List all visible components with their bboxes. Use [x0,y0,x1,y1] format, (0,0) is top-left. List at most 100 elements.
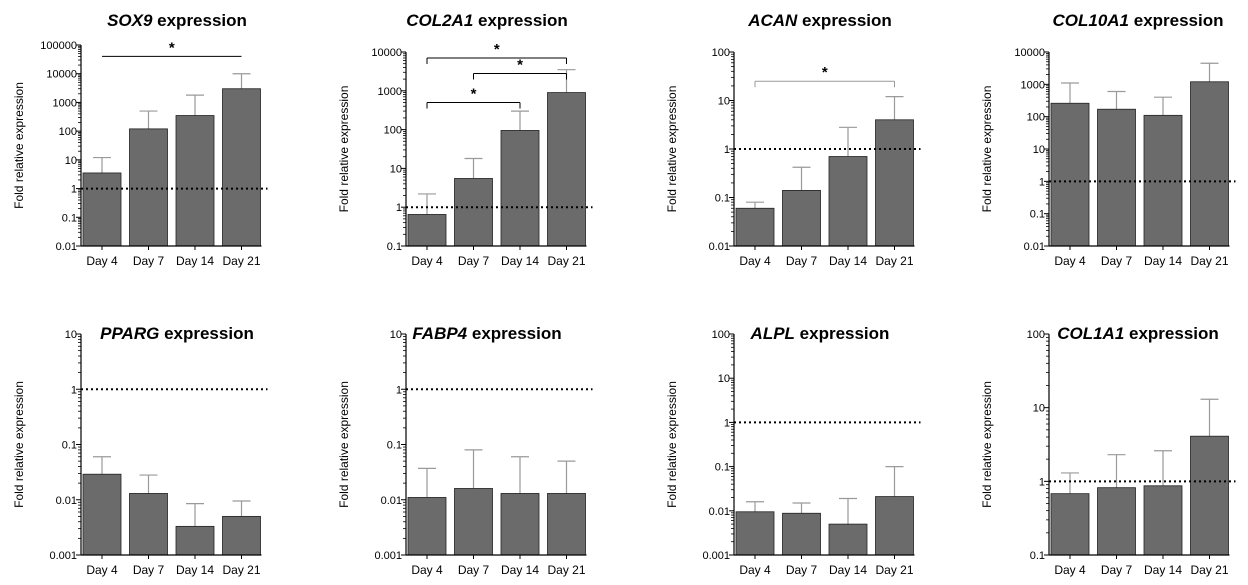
chart-title: ALPL expression [750,324,890,343]
bar-day-4 [407,497,447,556]
x-tick-label: Day 7 [786,254,818,268]
x-tick-label: Day 21 [875,254,913,268]
bar-day-14 [828,523,868,556]
x-tick-label: Day 14 [829,563,867,577]
y-tick-label: 0.1 [62,212,77,224]
bar-day-4 [82,172,122,247]
y-axis-label: Fold relative expression [337,381,351,508]
bar-day-21 [222,515,261,556]
y-tick-label: 1 [396,384,402,396]
chart-title-suffix: expression [795,324,890,343]
y-tick-label: 0.01 [1024,241,1045,253]
chart-title-suffix: expression [797,11,892,30]
bar-day-4 [1050,102,1090,247]
panel-col2a1: COL2A1 expression Fold relative expressio… [337,11,593,268]
x-tick-label: Day 7 [458,254,490,268]
x-tick-label: Day 21 [875,563,913,577]
bar-day-21 [875,496,914,556]
chart-title-suffix: expression [467,324,562,343]
bar-day-4 [735,207,775,247]
chart-title-gene: COL1A1 [1057,324,1124,343]
y-axis-label: Fold relative expression [980,381,994,508]
chart-title-suffix: expression [1129,11,1224,30]
bar-day-7 [454,178,493,247]
y-tick-label: 100 [712,47,730,59]
bar-day-4 [1050,493,1090,556]
y-tick-label: 10 [1033,144,1045,156]
x-tick-label: Day 14 [501,254,539,268]
y-tick-label: 100 [384,125,402,137]
chart-title-gene: COL2A1 [406,11,473,30]
panel-acan: ACAN expression Fold relative expression 0… [665,11,921,268]
y-tick-label: 1000 [1021,79,1045,91]
y-axis-label: Fold relative expression [12,82,26,209]
bar-day-21 [875,119,914,247]
y-tick-label: 100000 [40,40,77,52]
bar-day-21 [1190,81,1229,247]
y-tick-label: 100 [1027,112,1045,124]
panel-sox9: SOX9 expression Fold relative expression 0… [12,11,268,268]
y-tick-label: 0.01 [709,241,730,253]
chart-title-suffix: expression [473,11,568,30]
bar-day-7 [129,493,168,556]
y-tick-label: 100 [712,329,730,341]
y-tick-label: 10 [390,329,402,341]
y-axis-label: Fold relative expression [12,381,26,508]
chart-title-gene: ALPL [750,324,795,343]
chart-title: FABP4 expression [412,324,561,343]
x-tick-label: Day 7 [786,563,818,577]
x-tick-label: Day 14 [501,563,539,577]
x-tick-label: Day 14 [176,563,214,577]
x-tick-label: Day 4 [86,563,118,577]
y-axis-label: Fold relative expression [665,381,679,508]
y-tick-label: 1000 [53,97,77,109]
x-tick-label: Day 7 [133,254,165,268]
x-tick-label: Day 7 [458,563,490,577]
bar-day-7 [782,512,821,556]
y-tick-label: 10 [718,373,730,385]
y-tick-label: 10 [390,163,402,175]
panel-col10a1: COL10A1 expression Fold relative expressi… [980,11,1236,268]
y-tick-label: 1 [1039,476,1045,488]
significance-star: * [494,41,500,58]
y-axis-label: Fold relative expression [337,86,351,213]
bar-day-7 [454,488,493,556]
y-tick-label: 0.001 [49,550,77,562]
y-tick-label: 1000 [378,86,402,98]
y-tick-label: 0.01 [56,241,77,253]
x-tick-label: Day 14 [1144,563,1182,577]
x-tick-label: Day 21 [1190,254,1228,268]
x-tick-label: Day 21 [222,254,260,268]
chart-title: COL10A1 expression [1052,11,1223,30]
bar-day-7 [129,128,168,247]
bar-day-21 [1190,435,1229,556]
chart-title: COL1A1 expression [1057,324,1219,343]
bar-day-7 [782,190,821,247]
y-tick-label: 0.01 [709,506,730,518]
panel-fabp4: FABP4 expression Fold relative expression… [337,324,593,577]
bar-day-21 [547,493,586,556]
x-tick-label: Day 21 [547,563,585,577]
bar-day-14 [175,115,215,247]
significance-star: * [822,64,828,81]
bar-day-7 [1097,108,1136,247]
y-tick-label: 1 [1039,176,1045,188]
y-tick-label: 1 [71,184,77,196]
bar-day-21 [222,88,261,247]
chart-title: PPARG expression [100,324,254,343]
bar-day-4 [407,214,447,247]
y-tick-label: 100 [59,126,77,138]
panel-pparg: PPARG expression Fold relative expression… [12,324,268,577]
chart-title-gene: FABP4 [412,324,467,343]
panel-alpl: ALPL expression Fold relative expression 0… [665,324,921,577]
y-tick-label: 0.1 [62,440,77,452]
y-tick-label: 100 [1027,329,1045,341]
y-tick-label: 10000 [46,69,77,81]
y-tick-label: 0.1 [1030,550,1045,562]
bar-day-14 [500,130,540,247]
y-tick-label: 0.1 [387,440,402,452]
x-tick-label: Day 14 [1144,254,1182,268]
x-tick-label: Day 4 [1054,254,1086,268]
y-axis-label: Fold relative expression [980,86,994,213]
bar-day-4 [82,473,122,556]
